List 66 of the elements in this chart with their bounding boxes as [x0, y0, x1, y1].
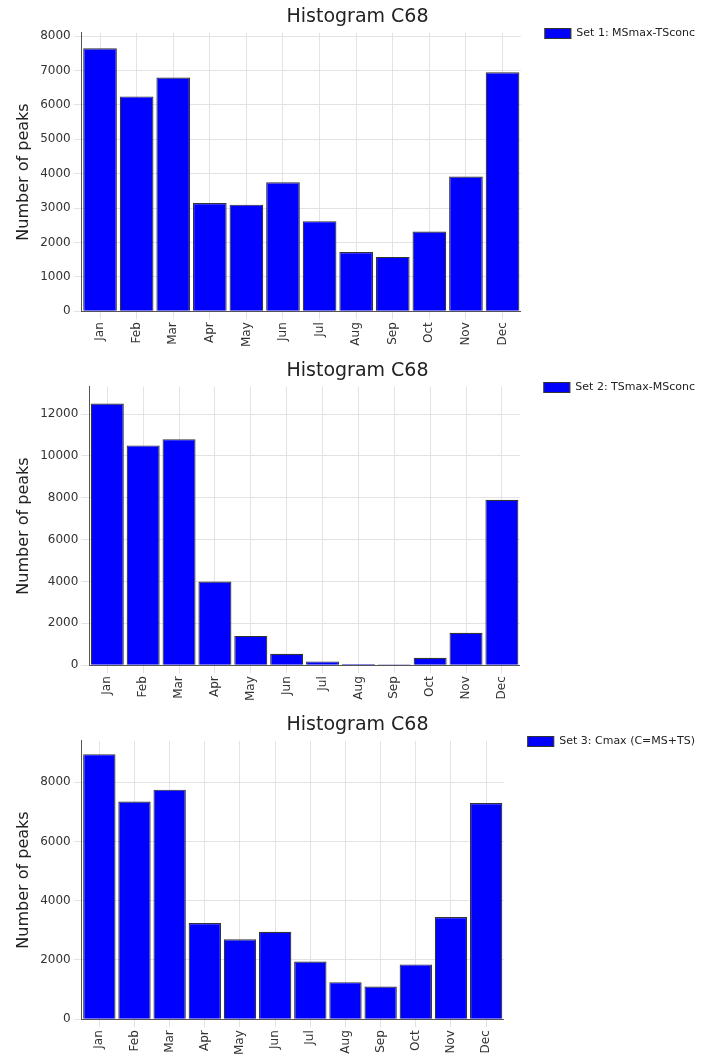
y-tick-label: 4000: [40, 892, 71, 907]
y-tick-label: 12000: [40, 406, 79, 421]
x-tick-label: Dec: [494, 322, 509, 346]
y-axis-title: Number of peaks: [12, 811, 32, 949]
y-tick-label: 0: [63, 303, 71, 318]
x-tick-label: May: [232, 1030, 247, 1055]
x-tick-label: Aug: [337, 1030, 352, 1054]
x-tick-label: Mar: [165, 322, 180, 345]
y-tick-label: 10000: [40, 448, 79, 462]
x-tick-label: Feb: [128, 322, 143, 344]
x-tick-label: Dec: [478, 1030, 493, 1054]
x-tick-label: Feb: [126, 1030, 141, 1052]
x-tick-label: Jan: [92, 322, 107, 342]
chart-title: Histogram C68: [286, 358, 429, 381]
x-tick-label: Feb: [135, 676, 150, 698]
x-tick-label: Jan: [91, 1030, 106, 1050]
x-tick-label: Aug: [350, 676, 365, 700]
x-tick-label: Jul: [314, 676, 329, 692]
x-tick-label: Oct: [421, 321, 436, 343]
y-axis-title: Number of peaks: [12, 103, 32, 241]
x-tick-label: Oct: [422, 675, 437, 697]
y-tick-label: 5000: [40, 131, 71, 146]
x-tick-label: Jun: [267, 1030, 282, 1050]
x-tick-label: Sep: [372, 1030, 387, 1053]
y-tick-label: 0: [70, 657, 79, 672]
y-tick-label: 6000: [40, 97, 71, 112]
y-axis-title: Number of peaks: [12, 457, 32, 595]
y-tick-label: 3000: [40, 200, 71, 215]
x-tick-label: Nov: [443, 1030, 458, 1054]
y-tick-label: 8000: [47, 489, 79, 504]
chart-title: Histogram C68: [286, 712, 429, 735]
x-tick-label: Jul: [302, 1030, 317, 1046]
x-tick-label: Sep: [384, 322, 399, 345]
x-tick-label: Oct: [407, 1029, 422, 1051]
x-tick-label: Aug: [348, 322, 363, 346]
y-tick-label: 1000: [40, 268, 71, 283]
chart-title: Histogram C68: [286, 4, 429, 27]
y-tick-label: 6000: [47, 531, 79, 546]
y-tick-label: 2000: [40, 234, 71, 249]
x-tick-label: Mar: [171, 676, 186, 699]
y-tick-label: 4000: [47, 573, 79, 588]
legend-label: Set 3: Cmax (C=MS+TS): [559, 734, 696, 748]
y-tick-label: 0: [63, 1011, 71, 1026]
x-tick-label: Apr: [201, 322, 216, 343]
x-tick-label: May: [238, 322, 253, 347]
x-tick-label: Jun: [275, 322, 290, 342]
x-tick-label: Apr: [196, 1030, 211, 1051]
x-tick-label: Apr: [207, 676, 222, 697]
x-tick-label: Mar: [161, 1030, 176, 1053]
y-tick-label: 6000: [40, 833, 71, 848]
x-tick-label: Nov: [458, 676, 473, 700]
x-tick-label: Jun: [278, 676, 293, 696]
x-tick-label: May: [242, 676, 257, 701]
y-tick-label: 4000: [40, 165, 71, 180]
legend-label: Set 2: TSmax-MSconc: [575, 380, 695, 394]
y-tick-label: 7000: [40, 62, 71, 77]
x-tick-label: Dec: [494, 676, 509, 700]
legend-label: Set 1: MSmax-TSconc: [576, 26, 696, 40]
y-tick-label: 8000: [40, 28, 71, 43]
y-tick-label: 8000: [40, 774, 71, 789]
x-tick-label: Sep: [386, 676, 401, 699]
y-tick-label: 2000: [40, 952, 71, 967]
y-tick-label: 2000: [47, 615, 79, 630]
x-tick-label: Jul: [311, 322, 326, 338]
x-tick-label: Nov: [458, 322, 473, 346]
x-tick-label: Jan: [99, 676, 114, 696]
